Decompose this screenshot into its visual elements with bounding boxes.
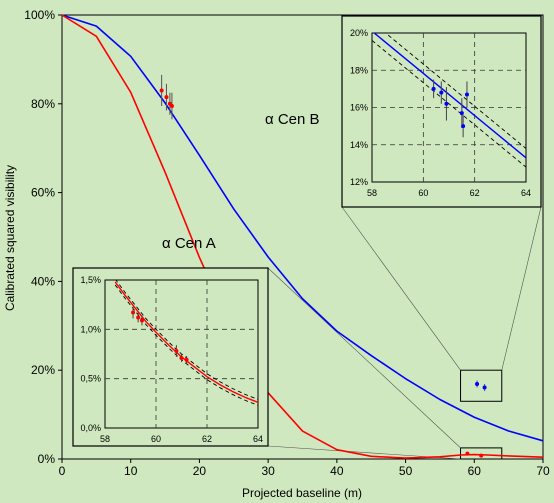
inset-x-tick-label: 60 xyxy=(418,188,428,198)
inset-y-tick-label: 0,0% xyxy=(80,423,101,433)
inset-data-point xyxy=(184,357,189,362)
inset-y-tick-label: 12% xyxy=(350,177,368,187)
inset-y-tick-label: 0,5% xyxy=(80,374,101,384)
inset-data-point xyxy=(131,310,136,315)
inset-data-point xyxy=(431,86,436,91)
inset-data-point xyxy=(459,111,464,116)
data-point xyxy=(475,381,480,386)
inset-y-tick-label: 18% xyxy=(350,65,368,75)
inset-band-lower xyxy=(372,40,526,168)
zoom-connector-0 xyxy=(341,206,461,371)
data-point xyxy=(482,385,487,390)
inset-y-tick-label: 20% xyxy=(350,28,368,38)
inset-model-line xyxy=(373,33,526,159)
inset-x-tick-label: 62 xyxy=(202,434,212,444)
inset-clipped-content xyxy=(372,33,526,168)
y-tick-label: 100% xyxy=(24,8,55,22)
zoom-box-1 xyxy=(460,447,503,460)
data-point xyxy=(164,95,169,100)
x-tick-label: 40 xyxy=(330,464,344,478)
series-label-alpha-cen-a: α Cen A xyxy=(162,235,216,252)
x-axis-label: Projected baseline (m) xyxy=(242,486,362,500)
series-line-alpha-cen-a xyxy=(61,14,544,459)
inset-y-tick-label: 14% xyxy=(350,140,368,150)
inset-top-right: 58 60 62 64 12% 14% 16% 18% 20% xyxy=(341,15,542,208)
inset-y-tick-label: 1,0% xyxy=(80,324,101,334)
inset-data-point xyxy=(461,124,466,129)
inset-data-point xyxy=(139,318,144,323)
inset-x-tick-label: 58 xyxy=(100,434,110,444)
y-tick-label: 20% xyxy=(31,363,55,377)
zoom-box-0 xyxy=(460,369,503,402)
inset-y-tick-label: 1,5% xyxy=(80,275,101,285)
x-tick-label: 70 xyxy=(536,464,550,478)
y-tick-label: 60% xyxy=(31,186,55,200)
inset-bottom-left: 58 60 62 64 0,0% 0,5% 1,0% 1,5% xyxy=(72,267,269,447)
series-line-alpha-cen-b xyxy=(61,14,544,442)
inset-data-point xyxy=(179,355,184,360)
inset-data-point xyxy=(439,90,444,95)
data-point xyxy=(465,451,470,456)
inset-band-upper xyxy=(384,33,526,149)
inset-clipped-content xyxy=(114,280,258,406)
inset-data-point xyxy=(444,101,449,106)
y-tick-label: 40% xyxy=(31,274,55,288)
inset-x-tick-label: 58 xyxy=(367,188,377,198)
inset-x-tick-label: 62 xyxy=(470,188,480,198)
data-point xyxy=(479,453,484,458)
y-axis-label: Calibrated squared visibility xyxy=(3,165,17,311)
data-point xyxy=(169,104,174,109)
inset-x-tick-label: 64 xyxy=(253,434,263,444)
x-tick-label: 10 xyxy=(124,464,138,478)
zoom-connector-1 xyxy=(501,206,542,371)
zoom-connector-2 xyxy=(267,267,461,449)
x-tick-label: 0 xyxy=(59,464,66,478)
x-tick-label: 30 xyxy=(261,464,275,478)
series-label-alpha-cen-b: α Cen B xyxy=(265,111,320,128)
inset-data-point xyxy=(464,92,469,97)
data-point xyxy=(159,88,164,93)
inset-data-point xyxy=(174,349,179,354)
x-tick-label: 60 xyxy=(468,464,482,478)
x-tick-label: 50 xyxy=(399,464,413,478)
inset-x-tick-label: 60 xyxy=(151,434,161,444)
y-tick-label: 80% xyxy=(31,97,55,111)
y-tick-label: 0% xyxy=(38,452,56,466)
inset-x-tick-label: 64 xyxy=(521,188,531,198)
x-tick-label: 20 xyxy=(193,464,207,478)
inset-y-tick-label: 16% xyxy=(350,103,368,113)
inset-data-point xyxy=(136,315,141,320)
